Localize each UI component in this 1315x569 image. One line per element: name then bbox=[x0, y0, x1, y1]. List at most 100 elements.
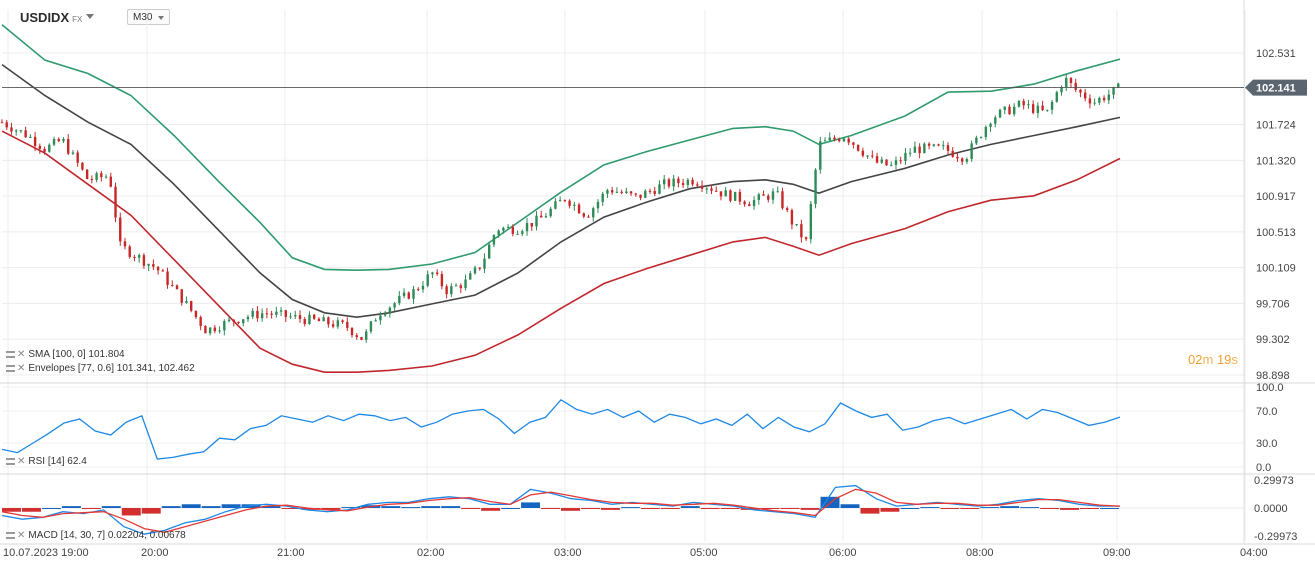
candle-up bbox=[369, 321, 373, 332]
price-tick-label: 100.917 bbox=[1256, 191, 1296, 203]
macd-hist-bar-positive bbox=[341, 507, 361, 509]
macd-hist-bar-positive bbox=[620, 507, 640, 509]
close-icon[interactable]: ✕ bbox=[17, 456, 26, 467]
macd-hist-bar-negative bbox=[780, 508, 800, 509]
candle-down bbox=[1041, 105, 1044, 110]
candle-down bbox=[852, 142, 855, 145]
candle-up bbox=[1065, 77, 1068, 88]
candle-down bbox=[76, 152, 79, 163]
candle-down bbox=[232, 319, 235, 322]
timeframe-select[interactable]: M30 bbox=[127, 9, 170, 25]
macd-hist-bar-negative bbox=[860, 508, 880, 514]
macd-hist-bar-negative bbox=[121, 508, 141, 516]
candle-down bbox=[156, 266, 160, 271]
candle-up bbox=[663, 179, 666, 185]
candle-down bbox=[918, 146, 921, 154]
candle-up bbox=[752, 199, 756, 207]
candle-down bbox=[511, 226, 515, 234]
candle-up bbox=[1027, 104, 1030, 106]
candle-down bbox=[1079, 89, 1082, 93]
candle-down bbox=[719, 191, 723, 197]
candle-up bbox=[733, 191, 737, 201]
candle-down bbox=[0, 122, 4, 124]
candle-up bbox=[218, 330, 221, 332]
candle-down bbox=[175, 285, 179, 290]
candle-up bbox=[95, 173, 98, 180]
candle-up bbox=[776, 191, 779, 193]
candle-down bbox=[875, 156, 879, 163]
macd-tick-label: -0.29973 bbox=[1254, 531, 1297, 543]
macd-hist-bar-negative bbox=[321, 508, 341, 510]
macd-hist-bar-negative bbox=[81, 508, 101, 509]
time-tick-label: 20:00 bbox=[141, 547, 169, 559]
rsi-tick-label: 70.0 bbox=[1256, 406, 1277, 418]
candle-up bbox=[658, 184, 661, 194]
macd-hist-bar-negative bbox=[960, 508, 980, 509]
candle-up bbox=[994, 117, 997, 124]
macd-hist-bar-negative bbox=[760, 508, 780, 509]
candle-down bbox=[667, 179, 671, 187]
candle-up bbox=[227, 319, 231, 322]
macd-hist-bar-negative bbox=[660, 508, 680, 509]
candle-up bbox=[923, 143, 926, 154]
candle-down bbox=[256, 310, 259, 319]
price-tick-label: 101.724 bbox=[1256, 120, 1296, 132]
rsi-tick-label: 0.0 bbox=[1256, 462, 1271, 474]
settings-icon[interactable] bbox=[6, 532, 15, 539]
close-icon[interactable]: ✕ bbox=[17, 363, 26, 374]
candle-up bbox=[601, 193, 604, 202]
candle-up bbox=[975, 137, 978, 144]
time-tick-label: 10.07.2023 19:00 bbox=[3, 547, 89, 559]
candle-up bbox=[242, 319, 245, 324]
candle-down bbox=[1008, 106, 1011, 115]
candle-up bbox=[606, 190, 609, 194]
candle-up bbox=[842, 138, 846, 142]
candle-up bbox=[1098, 97, 1101, 103]
settings-icon[interactable] bbox=[6, 351, 15, 358]
candle-up bbox=[1093, 102, 1096, 104]
candle-down bbox=[568, 200, 571, 206]
candle-up bbox=[294, 315, 297, 317]
candle-up bbox=[890, 164, 893, 166]
candle-up bbox=[483, 258, 486, 269]
candle-up bbox=[554, 201, 557, 209]
candle-up bbox=[615, 191, 619, 193]
candle-down bbox=[899, 160, 902, 162]
upper-envelope-line bbox=[1, 24, 1121, 272]
candle-down bbox=[284, 310, 287, 317]
macd-hist-bar-positive bbox=[221, 504, 241, 508]
close-icon[interactable]: ✕ bbox=[17, 349, 26, 360]
candle-down bbox=[838, 139, 841, 142]
candle-down bbox=[563, 200, 567, 202]
candle-down bbox=[677, 178, 680, 184]
candle-down bbox=[265, 313, 269, 315]
candle-up bbox=[625, 191, 628, 193]
candle-down bbox=[199, 317, 202, 327]
candle-down bbox=[885, 159, 888, 166]
candle-up bbox=[19, 130, 23, 132]
close-icon[interactable]: ✕ bbox=[17, 530, 26, 541]
candle-down bbox=[634, 193, 638, 195]
macd-hist-bar-negative bbox=[940, 508, 960, 509]
candle-up bbox=[809, 203, 813, 240]
candle-up bbox=[984, 126, 988, 138]
last-price-label: 102.141 bbox=[1256, 83, 1296, 95]
candle-down bbox=[90, 179, 94, 181]
candle-up bbox=[1003, 106, 1006, 110]
rsi-line bbox=[1, 398, 1121, 460]
settings-icon[interactable] bbox=[6, 458, 15, 465]
candle-up bbox=[596, 201, 600, 209]
candle-up bbox=[535, 215, 538, 227]
macd-hist-bar-negative bbox=[281, 508, 301, 509]
candle-down bbox=[478, 267, 481, 269]
macd-hist-bar-positive bbox=[261, 506, 281, 508]
candle-up bbox=[1060, 87, 1063, 93]
symbol-selector[interactable]: USDIDX FX bbox=[20, 10, 82, 25]
candle-down bbox=[767, 195, 770, 200]
macd-hist-bar-negative bbox=[141, 508, 161, 514]
settings-icon[interactable] bbox=[6, 365, 15, 372]
candle-down bbox=[762, 194, 765, 196]
candle-up bbox=[48, 144, 51, 152]
symbol-dropdown-icon[interactable] bbox=[86, 14, 94, 19]
